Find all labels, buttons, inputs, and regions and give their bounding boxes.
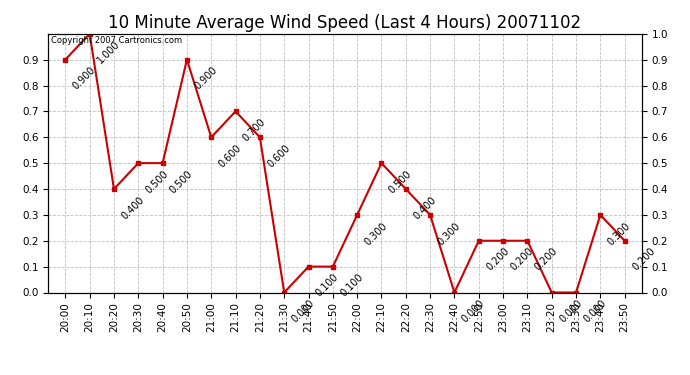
Text: 0.000: 0.000	[290, 298, 316, 325]
Text: 0.100: 0.100	[314, 272, 341, 299]
Text: 0.000: 0.000	[558, 298, 584, 325]
Text: 0.300: 0.300	[606, 220, 633, 247]
Text: 0.000: 0.000	[460, 298, 486, 325]
Text: 0.900: 0.900	[71, 65, 97, 92]
Text: 0.200: 0.200	[484, 246, 511, 273]
Text: 0.300: 0.300	[435, 220, 462, 247]
Text: 0.300: 0.300	[363, 220, 389, 247]
Text: 0.400: 0.400	[411, 195, 438, 221]
Text: 0.600: 0.600	[266, 143, 292, 170]
Text: 0.200: 0.200	[509, 246, 535, 273]
Text: Copyright 2007 Cartronics.com: Copyright 2007 Cartronics.com	[51, 36, 182, 45]
Text: 0.500: 0.500	[168, 169, 195, 195]
Text: 0.500: 0.500	[144, 169, 170, 195]
Text: 0.400: 0.400	[119, 195, 146, 221]
Text: 0.200: 0.200	[630, 246, 657, 273]
Text: 0.500: 0.500	[387, 169, 413, 195]
Title: 10 Minute Average Wind Speed (Last 4 Hours) 20071102: 10 Minute Average Wind Speed (Last 4 Hou…	[108, 14, 582, 32]
Text: 0.700: 0.700	[241, 117, 268, 144]
Text: 0.000: 0.000	[582, 298, 608, 325]
Text: 0.600: 0.600	[217, 143, 244, 170]
Text: 0.100: 0.100	[338, 272, 365, 299]
Text: 1.000: 1.000	[95, 39, 121, 66]
Text: 0.900: 0.900	[193, 65, 219, 92]
Text: 0.200: 0.200	[533, 246, 560, 273]
